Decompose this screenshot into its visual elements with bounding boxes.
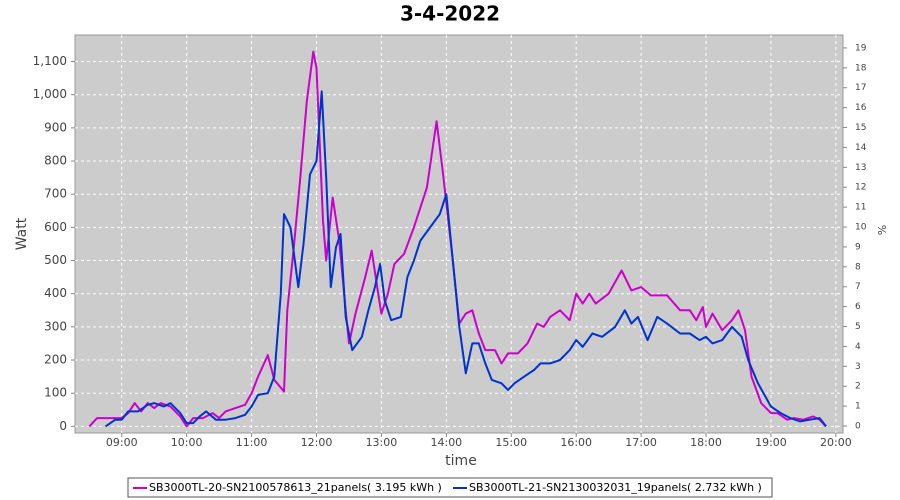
x-tick-label: 18:00 bbox=[690, 436, 722, 449]
y2-tick-label: 9 bbox=[855, 242, 861, 252]
y2-tick-label: 4 bbox=[855, 342, 861, 352]
series-line bbox=[88, 50, 827, 428]
y2-tick-label: 10 bbox=[855, 223, 867, 233]
series-line bbox=[104, 90, 827, 428]
x-tick-label: 19:00 bbox=[755, 436, 787, 449]
y2-tick-label: 3 bbox=[855, 362, 861, 372]
y2-axis-label: % bbox=[875, 225, 888, 235]
y2-tick-label: 1 bbox=[855, 402, 861, 412]
x-tick-label: 16:00 bbox=[560, 436, 592, 449]
x-tick-label: 15:00 bbox=[495, 436, 527, 449]
x-tick-label: 12:00 bbox=[301, 436, 333, 449]
y2-tick-label: 18 bbox=[855, 63, 867, 73]
y2-tick-label: 0 bbox=[855, 422, 861, 432]
y-tick-label: 500 bbox=[44, 253, 67, 267]
y2-tick-label: 6 bbox=[855, 302, 861, 312]
y-tick-label: 100 bbox=[44, 386, 67, 400]
x-axis-label: time bbox=[445, 453, 477, 469]
x-tick-label: 14:00 bbox=[430, 436, 462, 449]
y2-tick-label: 17 bbox=[855, 83, 866, 93]
y2-tick-label: 14 bbox=[855, 143, 867, 153]
y2-tick-label: 15 bbox=[855, 123, 866, 133]
legend-label: SB3000TL-20-SN2100578613_21panels( 3.195… bbox=[149, 481, 442, 494]
y-tick-label: 200 bbox=[44, 353, 67, 367]
y2-tick-label: 7 bbox=[855, 282, 861, 292]
plot-area bbox=[74, 34, 844, 434]
y-tick-label: 700 bbox=[44, 187, 67, 201]
y-tick-label: 900 bbox=[44, 120, 67, 134]
y2-tick-label: 12 bbox=[855, 183, 866, 193]
x-tick-label: 11:00 bbox=[236, 436, 268, 449]
y2-tick-label: 8 bbox=[855, 262, 861, 272]
y-axis-label: Watt bbox=[14, 217, 30, 250]
x-tick-label: 09:00 bbox=[106, 436, 138, 449]
chart-title: 3-4-2022 bbox=[400, 2, 500, 26]
y-tick-label: 300 bbox=[44, 319, 67, 333]
y-tick-label: 1,000 bbox=[33, 87, 67, 101]
y2-tick-label: 2 bbox=[855, 382, 861, 392]
y-tick-label: 0 bbox=[59, 419, 67, 433]
y-tick-label: 400 bbox=[44, 286, 67, 300]
y2-tick-label: 16 bbox=[855, 103, 867, 113]
x-tick-label: 13:00 bbox=[366, 436, 398, 449]
y-tick-label: 1,100 bbox=[33, 54, 67, 68]
x-tick-label: 17:00 bbox=[625, 436, 657, 449]
x-tick-label: 10:00 bbox=[171, 436, 203, 449]
y2-tick-label: 13 bbox=[855, 163, 866, 173]
y2-tick-label: 5 bbox=[855, 322, 861, 332]
y-tick-label: 800 bbox=[44, 154, 67, 168]
legend-label: SB3000TL-21-SN2130032031_19panels( 2.732… bbox=[469, 481, 762, 494]
legend bbox=[127, 477, 773, 498]
y2-tick-label: 11 bbox=[855, 203, 866, 213]
y-tick-label: 600 bbox=[44, 220, 67, 234]
y2-tick-label: 19 bbox=[855, 43, 867, 53]
x-tick-label: 20:00 bbox=[820, 436, 852, 449]
